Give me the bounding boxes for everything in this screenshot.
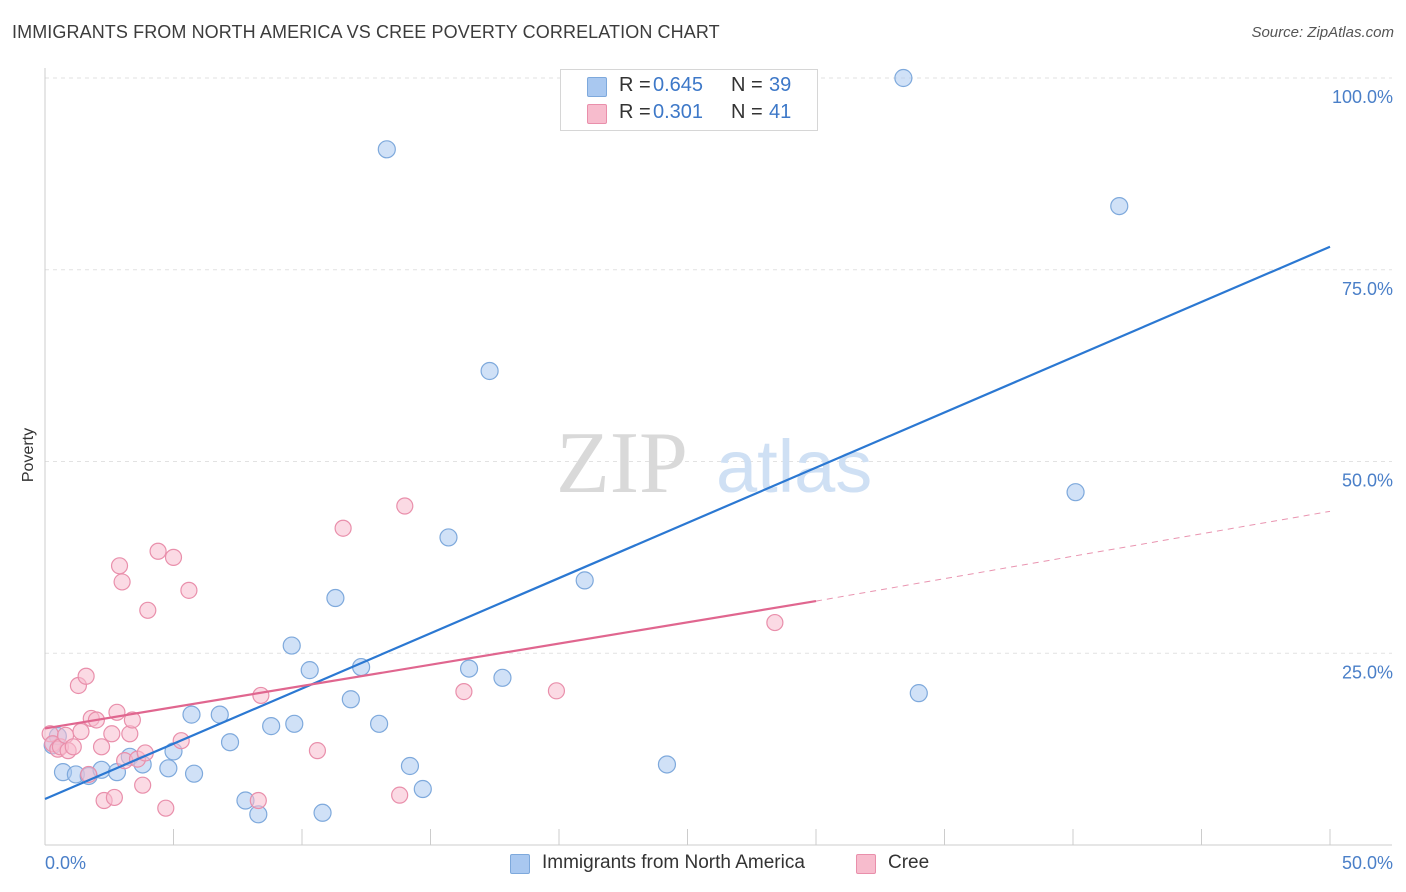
- legend-swatch-pink: [587, 104, 607, 124]
- point-cree: [766, 613, 784, 632]
- point-immigrants: [493, 668, 512, 687]
- y-tick-label: 25.0%: [1342, 662, 1393, 682]
- point-cree: [110, 557, 129, 575]
- legend-n-label: N =: [731, 74, 763, 96]
- point-immigrants: [894, 68, 913, 88]
- y-tick-label: 100.0%: [1332, 87, 1393, 107]
- point-immigrants: [657, 755, 677, 774]
- point-cree: [308, 742, 327, 760]
- point-immigrants: [400, 756, 420, 776]
- point-cree: [180, 581, 198, 599]
- point-cree: [455, 682, 473, 701]
- point-cree: [252, 686, 270, 705]
- x-tick-label-max: 50.0%: [1342, 853, 1393, 873]
- watermark-atlas: atlas: [716, 425, 872, 508]
- point-immigrants: [413, 779, 432, 799]
- trendlines: [44, 245, 1331, 800]
- point-cree: [149, 542, 167, 560]
- bottom-legend-label: Cree: [888, 852, 930, 873]
- point-cree: [134, 776, 152, 794]
- point-immigrants: [1110, 196, 1129, 216]
- legend-r-value: 0.301: [653, 101, 704, 123]
- point-cree: [105, 788, 123, 807]
- point-cree: [77, 667, 95, 685]
- point-cree: [164, 548, 183, 566]
- point-immigrants: [285, 714, 304, 733]
- trendline-cree-extension: [815, 510, 1331, 602]
- legend-r-value: 0.645: [653, 74, 704, 96]
- point-immigrants: [262, 717, 281, 736]
- point-immigrants: [909, 684, 928, 703]
- tick-labels: 25.0% 50.0% 75.0% 100.0% 0.0% 50.0%: [45, 87, 1393, 873]
- gridlines: [45, 77, 1392, 654]
- point-cree: [64, 738, 82, 756]
- point-cree: [113, 573, 131, 591]
- legend-swatch-blue: [587, 77, 607, 97]
- point-immigrants: [313, 803, 332, 822]
- watermark: ZIP atlas: [556, 415, 872, 512]
- data-points: [41, 68, 1129, 824]
- point-cree: [72, 722, 90, 741]
- point-immigrants: [341, 690, 360, 709]
- point-immigrants: [300, 661, 319, 680]
- point-immigrants: [159, 759, 178, 778]
- y-tick-label: 50.0%: [1342, 471, 1393, 491]
- source-credit: Source: ZipAtlas.com: [1251, 24, 1394, 41]
- trendline-immigrants: [44, 245, 1331, 800]
- axes: [44, 68, 1392, 846]
- point-immigrants: [377, 140, 396, 159]
- bottom-legend-swatch-pink: [856, 854, 876, 874]
- point-immigrants: [182, 705, 201, 724]
- point-immigrants: [1066, 483, 1085, 502]
- point-immigrants: [480, 361, 499, 381]
- point-immigrants: [439, 528, 458, 547]
- point-immigrants: [370, 714, 389, 733]
- point-cree: [139, 601, 157, 619]
- watermark-zip: ZIP: [556, 415, 688, 512]
- point-immigrants: [459, 659, 479, 678]
- point-immigrants: [282, 636, 301, 655]
- bottom-legend-swatch-blue: [510, 854, 530, 874]
- y-tick-label: 75.0%: [1342, 279, 1393, 299]
- point-cree: [103, 725, 121, 743]
- point-cree: [92, 738, 111, 756]
- point-cree: [249, 791, 267, 810]
- point-cree: [123, 711, 141, 729]
- point-immigrants: [184, 764, 204, 783]
- chart-title: IMMIGRANTS FROM NORTH AMERICA VS CREE PO…: [12, 22, 720, 42]
- point-cree: [547, 682, 566, 700]
- legend-n-label: N =: [731, 101, 763, 123]
- point-immigrants: [575, 571, 594, 590]
- legend-r-label: R =: [619, 101, 651, 123]
- x-tick-label-min: 0.0%: [45, 853, 86, 873]
- point-immigrants: [220, 733, 240, 752]
- legend-r-label: R =: [619, 74, 651, 96]
- point-immigrants: [326, 588, 345, 608]
- correlation-legend: R = 0.645 N = 39 R = 0.301 N = 41: [560, 69, 818, 131]
- point-cree: [334, 519, 352, 537]
- trendline-cree: [44, 600, 817, 730]
- legend-n-value: 39: [769, 74, 792, 96]
- y-axis-label: Poverty: [20, 428, 37, 482]
- bottom-legend-label: Immigrants from North America: [542, 852, 805, 873]
- point-cree: [391, 786, 409, 804]
- point-cree: [157, 799, 175, 817]
- legend-n-value: 41: [769, 101, 792, 123]
- point-cree: [396, 497, 414, 515]
